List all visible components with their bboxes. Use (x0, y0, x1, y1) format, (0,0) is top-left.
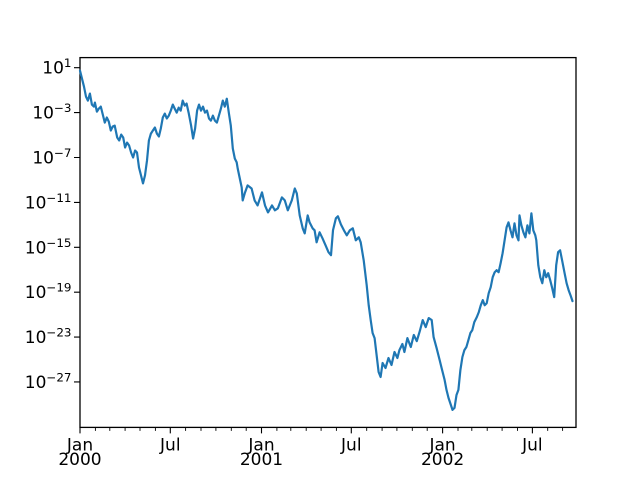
y-tick-label: 101 (42, 56, 71, 79)
y-tick-label: 10−3 (32, 101, 71, 124)
y-tick-base: 10 (25, 328, 47, 348)
x-tick-month-label: Jan (66, 436, 93, 456)
y-tick-label: 10−23 (25, 326, 72, 349)
x-tick-month-label: Jan (247, 436, 274, 456)
x-tick-year-label: 2000 (58, 450, 101, 470)
y-tick-base: 10 (25, 238, 47, 258)
y-tick-base: 10 (25, 193, 47, 213)
y-tick-label: 10−7 (32, 146, 71, 169)
x-axis-minor-ticks (94, 427, 564, 431)
y-tick-exponent: −3 (54, 101, 72, 115)
y-tick-label: 10−11 (25, 191, 72, 214)
y-tick-exponent: 1 (64, 56, 72, 70)
y-tick-label: 10−27 (25, 370, 72, 393)
y-tick-exponent: −15 (46, 236, 71, 250)
x-tick-month-label: Jul (340, 436, 362, 456)
y-tick-exponent: −7 (54, 146, 72, 160)
x-tick-month-label: Jul (159, 436, 181, 456)
y-tick-base: 10 (25, 283, 47, 303)
y-axis-major-ticks (74, 67, 80, 383)
x-tick-year-label: 2002 (421, 450, 464, 470)
y-tick-base: 10 (42, 59, 64, 79)
y-tick-exponent: −11 (46, 191, 71, 205)
x-tick-month-label: Jul (521, 436, 543, 456)
x-axis-major-ticks (79, 427, 533, 434)
x-tick-month-label: Jan (428, 436, 455, 456)
y-tick-label: 10−15 (25, 236, 72, 258)
data-line-series-1 (78, 69, 574, 411)
y-tick-label: 10−19 (25, 281, 72, 304)
y-tick-base: 10 (25, 373, 47, 393)
y-tick-base: 10 (32, 104, 54, 124)
x-tick-year-label: 2001 (240, 450, 283, 470)
y-tick-exponent: −27 (46, 370, 71, 384)
y-tick-exponent: −19 (46, 281, 71, 295)
y-tick-exponent: −23 (46, 326, 71, 340)
plot-frame (79, 56, 577, 429)
y-tick-base: 10 (32, 149, 54, 169)
